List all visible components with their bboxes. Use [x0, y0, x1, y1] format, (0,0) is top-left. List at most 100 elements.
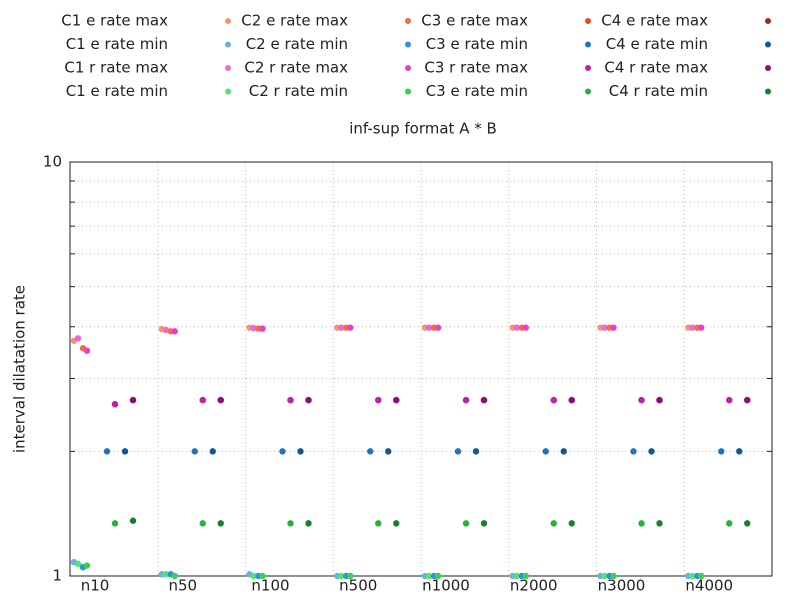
data-point [726, 520, 733, 527]
legend-label: C3 e rate min [426, 35, 528, 53]
data-point [83, 562, 91, 569]
legend-marker [765, 88, 771, 95]
data-point [367, 448, 374, 455]
data-point [472, 448, 480, 455]
legend-label: C3 e rate min [426, 82, 528, 100]
data-point [542, 448, 549, 455]
data-point [250, 324, 257, 332]
legend-label: C4 r rate max [604, 59, 708, 77]
legend-marker [585, 65, 591, 71]
data-point [744, 396, 751, 404]
legend-label: C1 e rate min [66, 82, 168, 100]
legend-marker [225, 88, 231, 95]
data-point [601, 324, 608, 331]
data-point [129, 517, 137, 524]
legend-label: C2 e rate min [246, 35, 348, 53]
data-point [568, 520, 575, 527]
x-tick-label: n10 [81, 577, 110, 595]
data-point [259, 572, 266, 580]
data-point [393, 396, 400, 404]
data-point [191, 448, 198, 455]
data-point [347, 572, 354, 580]
data-point [338, 324, 345, 331]
legend-marker [405, 65, 411, 71]
data-point [347, 324, 354, 331]
legend-marker [765, 18, 771, 24]
data-point [338, 572, 345, 580]
x-tick-label: n4000 [685, 577, 733, 595]
data-point [287, 396, 294, 404]
data-point [434, 572, 442, 580]
data-point [513, 324, 520, 331]
data-point [726, 396, 733, 404]
data-point [375, 396, 382, 404]
legend-marker [765, 65, 771, 71]
y-tick-label: 1 [52, 567, 62, 585]
legend-marker [225, 65, 231, 71]
data-point [638, 396, 645, 404]
legend-label: C2 r rate max [244, 59, 348, 77]
data-point [171, 572, 178, 580]
data-point [648, 448, 655, 455]
data-point [425, 324, 433, 331]
data-point [718, 448, 725, 455]
x-tick-label: n2000 [510, 577, 558, 595]
data-point [83, 347, 91, 354]
data-point [162, 571, 169, 578]
data-point [513, 572, 520, 580]
data-point [689, 572, 696, 580]
data-point [129, 396, 137, 404]
data-point [698, 572, 705, 580]
legend-marker [765, 41, 771, 48]
legend-label: C3 e rate max [421, 12, 528, 30]
data-point [630, 448, 637, 455]
data-point [287, 520, 294, 527]
data-point [462, 520, 470, 527]
data-point [121, 448, 129, 455]
data-point [656, 520, 663, 527]
data-point [217, 396, 224, 404]
data-point [568, 396, 575, 404]
legend-label: C1 r rate max [64, 59, 168, 77]
data-point [550, 520, 557, 527]
data-point [601, 572, 608, 580]
chart-title: inf-sup format A * B [349, 120, 497, 138]
x-tick-label: n3000 [598, 577, 646, 595]
data-point [480, 396, 488, 404]
data-point [74, 335, 82, 342]
legend-marker [585, 88, 591, 95]
legend-marker [585, 41, 591, 48]
data-point [111, 520, 119, 527]
y-axis-label: interval dilatation rate [11, 285, 29, 453]
data-point [462, 396, 470, 404]
data-point [560, 448, 567, 455]
legend-label: C2 e rate max [241, 12, 348, 30]
legend-label: C4 e rate min [606, 35, 708, 53]
data-point [656, 396, 663, 404]
data-point [279, 448, 286, 455]
data-point [375, 520, 382, 527]
data-point [250, 572, 257, 580]
y-tick-label: 10 [43, 153, 62, 171]
legend-label: C1 e rate min [66, 35, 168, 53]
data-point [522, 324, 529, 331]
legend-marker [405, 41, 411, 48]
data-point [610, 324, 617, 331]
data-point [217, 520, 224, 527]
data-point [74, 560, 82, 568]
data-point [550, 396, 557, 404]
data-point [103, 448, 111, 455]
x-tick-label: n500 [339, 577, 377, 595]
legend-marker [585, 18, 591, 24]
legend-marker [225, 41, 231, 48]
data-point [111, 401, 119, 408]
data-point [638, 520, 645, 527]
data-point [199, 396, 206, 404]
legend-marker [405, 18, 411, 24]
legend-label: C3 r rate max [424, 59, 528, 77]
legend-marker [405, 88, 411, 95]
data-point [434, 324, 442, 331]
data-point [480, 520, 488, 527]
data-point [454, 448, 462, 455]
